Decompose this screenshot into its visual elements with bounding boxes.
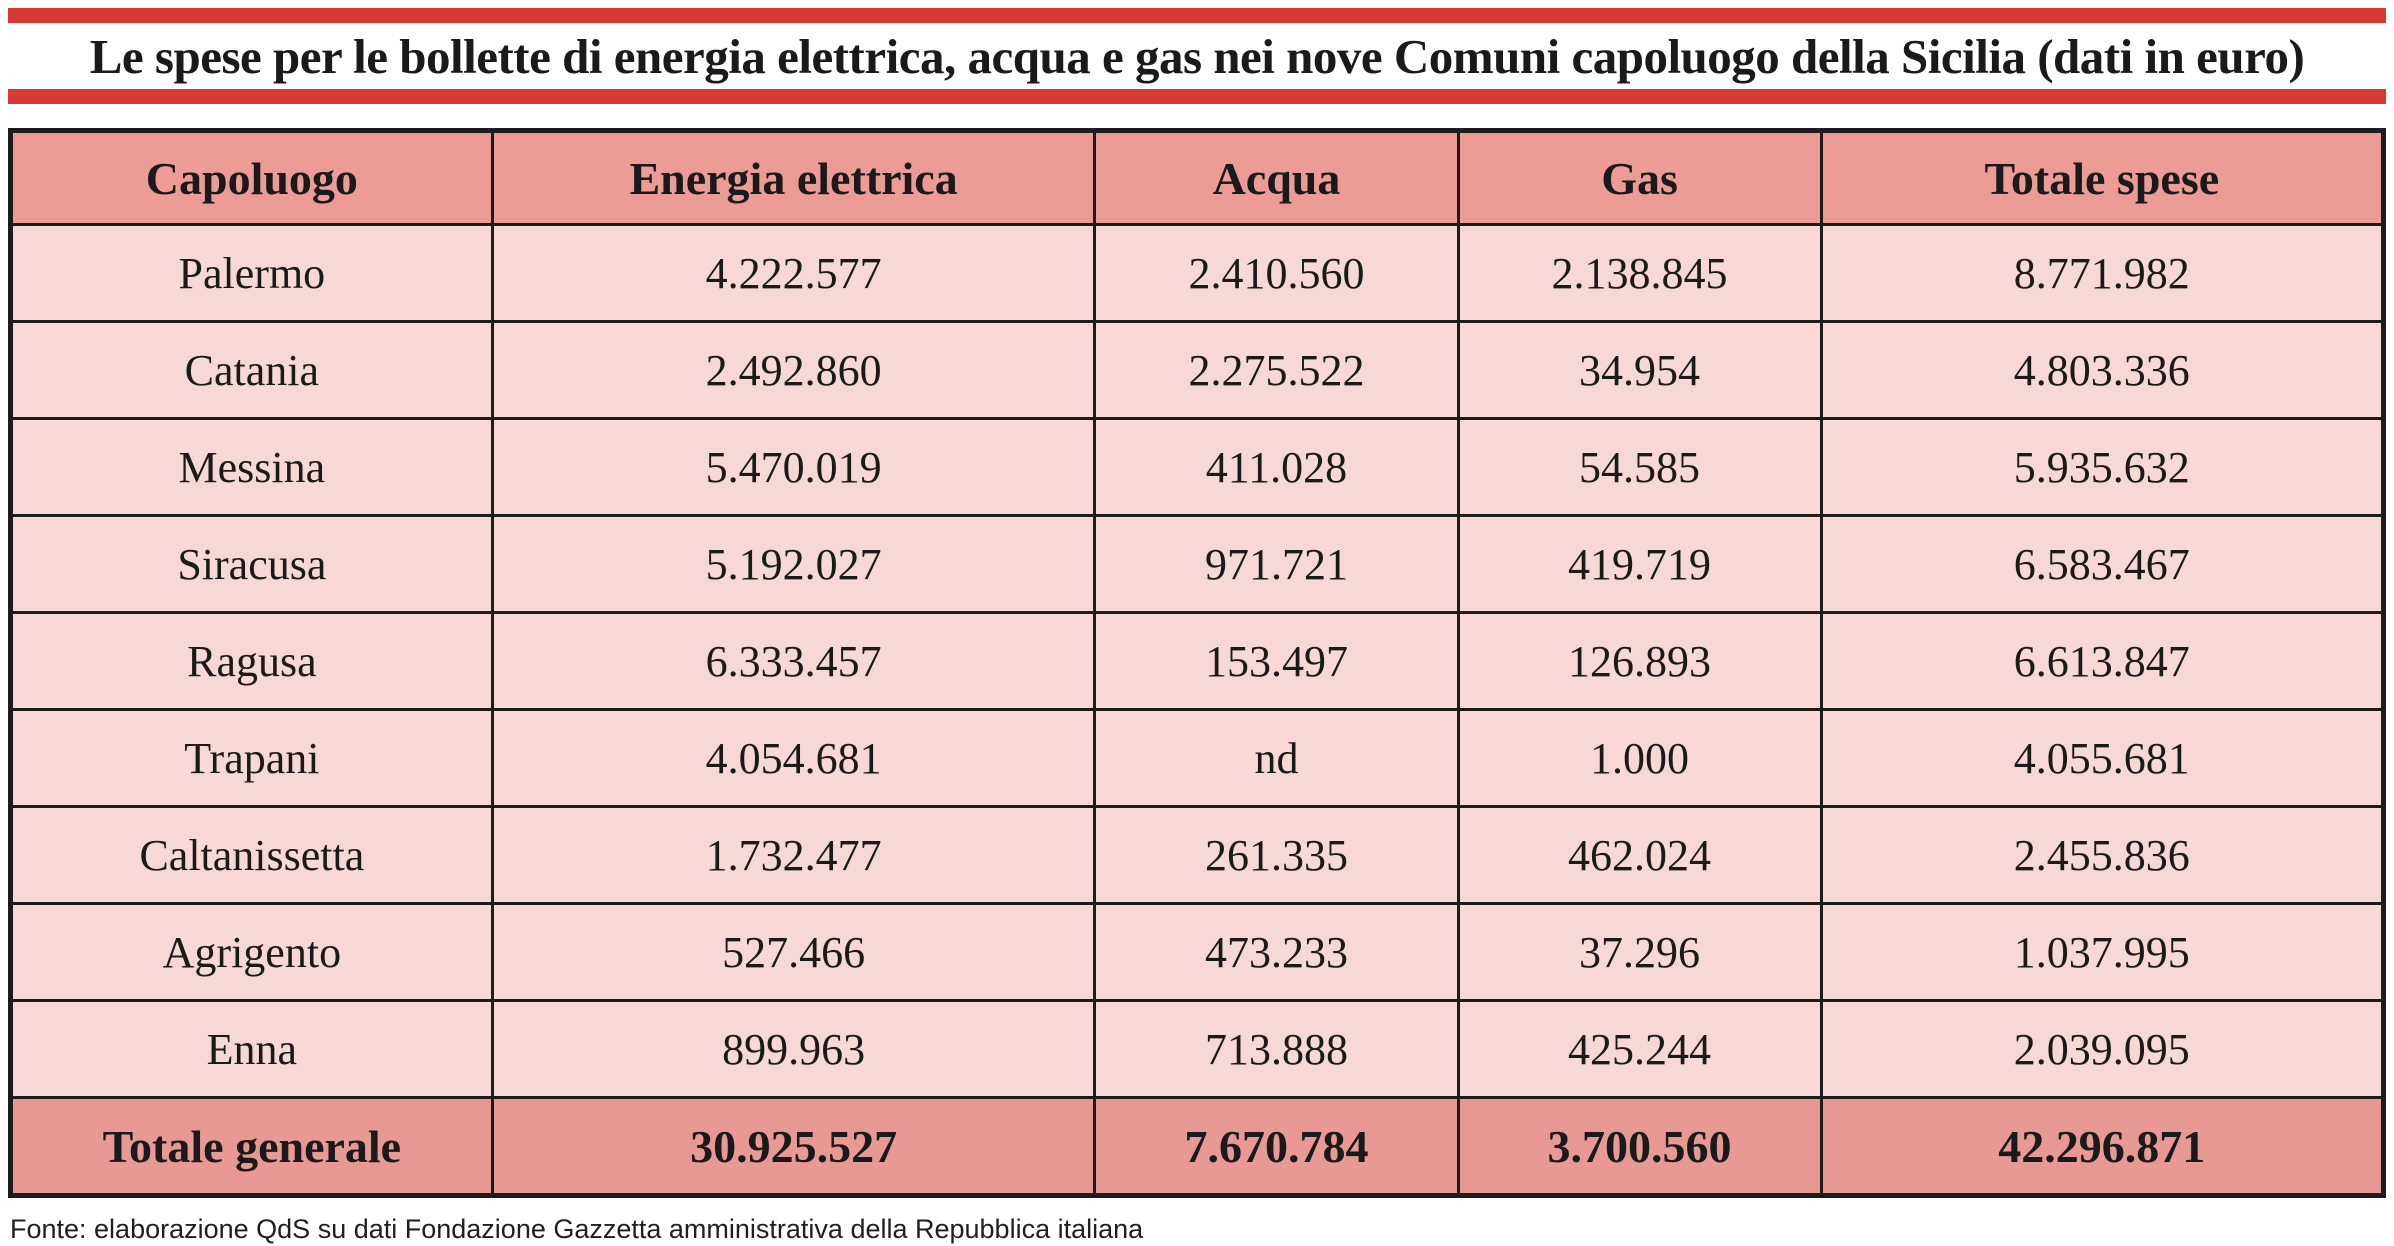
energia-value: 5.192.027 <box>490 514 1097 614</box>
column-header-totale-spese: Totale spese <box>1819 129 2386 226</box>
totale-value: 6.583.467 <box>1819 514 2386 614</box>
energia-value: 2.492.860 <box>490 320 1097 420</box>
city-name: Enna <box>9 999 494 1099</box>
totale-value: 2.039.095 <box>1819 999 2386 1099</box>
gas-value: 54.585 <box>1456 417 1823 517</box>
acqua-value: 971.721 <box>1093 514 1460 614</box>
acqua-value: 153.497 <box>1093 611 1460 711</box>
totale-value: 2.455.836 <box>1819 805 2386 905</box>
table-row-palermo: Palermo 4.222.577 2.410.560 2.138.845 8.… <box>9 223 2386 323</box>
gas-value: 1.000 <box>1456 708 1823 808</box>
totale-value: 8.771.982 <box>1819 223 2386 323</box>
total-spese-value: 42.296.871 <box>1819 1096 2386 1197</box>
source-note: Fonte: elaborazione QdS su dati Fondazio… <box>10 1214 1144 1244</box>
column-header-gas: Gas <box>1456 129 1823 226</box>
energia-value: 899.963 <box>490 999 1097 1099</box>
page-title: Le spese per le bollette di energia elet… <box>89 28 2305 84</box>
totale-value: 6.613.847 <box>1819 611 2386 711</box>
energia-value: 1.732.477 <box>490 805 1097 905</box>
energia-value: 5.470.019 <box>490 417 1097 517</box>
totale-value: 4.055.681 <box>1819 708 2386 808</box>
energia-value: 4.222.577 <box>490 223 1097 323</box>
total-energia-value: 30.925.527 <box>490 1096 1097 1197</box>
title-wrap: Le spese per le bollette di energia elet… <box>0 23 2394 89</box>
acqua-value: 411.028 <box>1093 417 1460 517</box>
city-name: Caltanissetta <box>9 805 494 905</box>
city-name: Catania <box>9 320 494 420</box>
column-header-energia-elettrica: Energia elettrica <box>490 129 1097 226</box>
bottom-title-rule <box>8 89 2386 104</box>
table-row-caltanissetta: Caltanissetta 1.732.477 261.335 462.024 … <box>9 805 2386 905</box>
gas-value: 37.296 <box>1456 902 1823 1002</box>
column-header-capoluogo: Capoluogo <box>9 129 494 226</box>
energia-value: 6.333.457 <box>490 611 1097 711</box>
city-name: Messina <box>9 417 494 517</box>
acqua-value: nd <box>1093 708 1460 808</box>
acqua-value: 2.275.522 <box>1093 320 1460 420</box>
header-row: Capoluogo Energia elettrica Acqua Gas To… <box>9 129 2386 226</box>
energia-value: 527.466 <box>490 902 1097 1002</box>
gas-value: 126.893 <box>1456 611 1823 711</box>
gas-value: 34.954 <box>1456 320 1823 420</box>
acqua-value: 713.888 <box>1093 999 1460 1099</box>
table-row-enna: Enna 899.963 713.888 425.244 2.039.095 <box>9 999 2386 1099</box>
table-row-siracusa: Siracusa 5.192.027 971.721 419.719 6.583… <box>9 514 2386 614</box>
totale-value: 4.803.336 <box>1819 320 2386 420</box>
total-row: Totale generale 30.925.527 7.670.784 3.7… <box>9 1096 2386 1197</box>
table-row-trapani: Trapani 4.054.681 nd 1.000 4.055.681 <box>9 708 2386 808</box>
page: Le spese per le bollette di energia elet… <box>0 8 2394 1246</box>
city-name: Ragusa <box>9 611 494 711</box>
total-gas-value: 3.700.560 <box>1456 1096 1823 1197</box>
gas-value: 419.719 <box>1456 514 1823 614</box>
city-name: Agrigento <box>9 902 494 1002</box>
acqua-value: 2.410.560 <box>1093 223 1460 323</box>
table-row-catania: Catania 2.492.860 2.275.522 34.954 4.803… <box>9 320 2386 420</box>
total-row-label: Totale generale <box>9 1096 494 1197</box>
table-row-agrigento: Agrigento 527.466 473.233 37.296 1.037.9… <box>9 902 2386 1002</box>
city-name: Palermo <box>9 223 494 323</box>
table-row-messina: Messina 5.470.019 411.028 54.585 5.935.6… <box>9 417 2386 517</box>
total-acqua-value: 7.670.784 <box>1093 1096 1460 1197</box>
expenses-table: Capoluogo Energia elettrica Acqua Gas To… <box>8 128 2386 1198</box>
totale-value: 5.935.632 <box>1819 417 2386 517</box>
city-name: Siracusa <box>9 514 494 614</box>
acqua-value: 261.335 <box>1093 805 1460 905</box>
totale-value: 1.037.995 <box>1819 902 2386 1002</box>
energia-value: 4.054.681 <box>490 708 1097 808</box>
city-name: Trapani <box>9 708 494 808</box>
table-row-ragusa: Ragusa 6.333.457 153.497 126.893 6.613.8… <box>9 611 2386 711</box>
top-rule <box>8 8 2386 23</box>
gas-value: 2.138.845 <box>1456 223 1823 323</box>
column-header-acqua: Acqua <box>1093 129 1460 226</box>
acqua-value: 473.233 <box>1093 902 1460 1002</box>
gas-value: 425.244 <box>1456 999 1823 1099</box>
gas-value: 462.024 <box>1456 805 1823 905</box>
